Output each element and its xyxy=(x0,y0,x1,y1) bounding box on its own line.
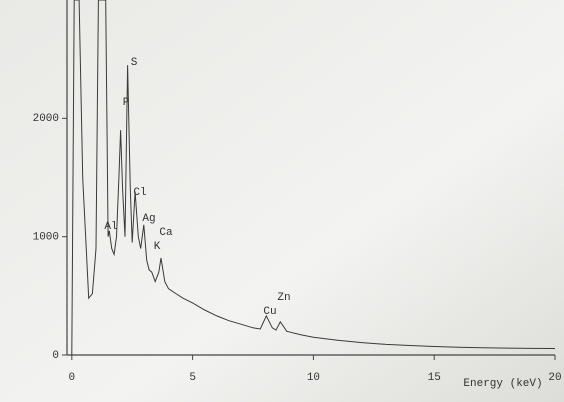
peak-label: Cl xyxy=(133,187,146,199)
y-tick-label: 0 xyxy=(52,350,59,362)
peak-label: Ag xyxy=(142,213,155,225)
peak-label: Zn xyxy=(277,292,290,304)
page: Energy (keV) 0 1000 2000 0 5 10 15 20 S P Cl Al Ag Ca… xyxy=(0,0,564,402)
peak-label: Ca xyxy=(159,227,173,239)
peak-label: P xyxy=(123,97,130,109)
chart: Energy (keV) 0 1000 2000 0 5 10 15 20 S P Cl Al Ag Ca… xyxy=(0,0,564,402)
x-tick-label: 5 xyxy=(189,372,196,384)
y-tick-label: 1000 xyxy=(33,232,59,244)
peak-label: K xyxy=(154,241,161,253)
y-tick-label: 2000 xyxy=(33,113,59,125)
x-tick-label: 20 xyxy=(548,372,561,384)
peak-label: Cu xyxy=(263,306,276,318)
x-tick-label: 15 xyxy=(428,372,441,384)
x-tick-label: 0 xyxy=(69,372,76,384)
paper-background xyxy=(0,0,564,402)
x-tick-label: 10 xyxy=(307,372,320,384)
peak-label: Al xyxy=(104,221,117,233)
x-axis-label: Energy (keV) xyxy=(463,378,542,390)
peak-label: S xyxy=(131,57,138,69)
